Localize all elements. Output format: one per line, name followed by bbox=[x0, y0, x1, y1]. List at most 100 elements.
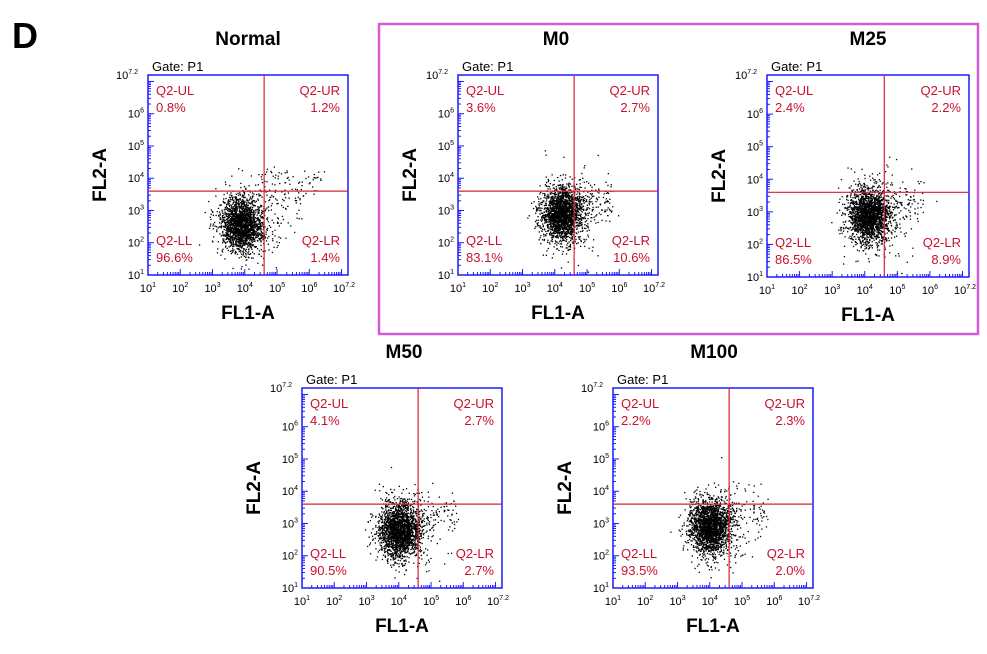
event-dot bbox=[575, 204, 577, 206]
event-dot bbox=[261, 178, 263, 181]
event-dot bbox=[559, 216, 561, 218]
event-dot bbox=[271, 219, 273, 221]
event-dot bbox=[604, 209, 606, 211]
event-dot bbox=[535, 210, 538, 212]
event-dot bbox=[294, 231, 296, 234]
quadrant-name-ur: Q2-UR bbox=[610, 83, 650, 98]
event-dot bbox=[288, 197, 290, 199]
event-dot bbox=[224, 213, 226, 216]
event-dot bbox=[549, 217, 551, 220]
event-dot bbox=[234, 234, 236, 237]
event-dot bbox=[581, 217, 583, 219]
event-dot bbox=[243, 225, 245, 227]
quadrant-value-lr: 1.4% bbox=[310, 250, 340, 265]
event-dot bbox=[561, 253, 563, 255]
event-dot bbox=[235, 219, 238, 222]
x-axis-title: FL1-A bbox=[221, 303, 275, 324]
event-dot bbox=[551, 219, 554, 221]
event-dot bbox=[227, 230, 229, 232]
event-dot bbox=[547, 207, 549, 209]
event-dot bbox=[568, 213, 571, 215]
event-dot bbox=[287, 176, 289, 179]
event-dot bbox=[242, 225, 244, 227]
event-dot bbox=[305, 192, 307, 195]
event-dot bbox=[557, 191, 559, 193]
event-dot bbox=[247, 224, 250, 226]
event-dot bbox=[545, 221, 547, 223]
event-dot bbox=[250, 257, 253, 259]
event-dot bbox=[558, 224, 561, 226]
event-dot bbox=[251, 241, 253, 243]
event-dot bbox=[539, 226, 541, 229]
event-dot bbox=[554, 219, 557, 221]
event-dot bbox=[559, 240, 561, 243]
event-dot bbox=[280, 237, 282, 239]
event-dot bbox=[587, 271, 590, 273]
event-dot bbox=[249, 230, 251, 233]
event-dot bbox=[564, 205, 567, 207]
event-dot bbox=[575, 211, 578, 213]
event-dot bbox=[551, 174, 553, 176]
event-dot bbox=[242, 217, 244, 219]
event-dot bbox=[238, 240, 240, 242]
event-dot bbox=[226, 218, 228, 220]
event-dot bbox=[552, 237, 554, 239]
event-dot bbox=[242, 244, 244, 246]
event-dot bbox=[598, 192, 600, 194]
event-dot bbox=[244, 242, 246, 245]
event-dot bbox=[906, 191, 908, 193]
event-dot bbox=[272, 240, 274, 242]
event-dot bbox=[270, 170, 272, 173]
event-dot bbox=[553, 227, 556, 229]
event-dot bbox=[557, 211, 560, 213]
event-dot bbox=[242, 210, 244, 212]
event-dot bbox=[563, 156, 565, 158]
event-dot bbox=[231, 215, 233, 217]
event-dot bbox=[227, 218, 229, 220]
event-dot bbox=[237, 229, 240, 231]
event-dot bbox=[607, 215, 609, 217]
event-dot bbox=[567, 224, 569, 226]
event-dot bbox=[232, 218, 234, 220]
event-dot bbox=[221, 216, 224, 218]
event-dot bbox=[248, 213, 250, 216]
event-dot bbox=[535, 212, 537, 214]
event-dot bbox=[591, 217, 593, 219]
event-dot bbox=[552, 210, 554, 212]
event-dot bbox=[569, 248, 571, 251]
event-dot bbox=[577, 198, 579, 200]
event-dot bbox=[558, 195, 560, 197]
event-dot bbox=[234, 211, 236, 213]
event-dot bbox=[555, 236, 557, 239]
event-dot bbox=[550, 225, 552, 227]
event-dot bbox=[217, 207, 220, 209]
event-dot bbox=[549, 216, 551, 219]
event-dot bbox=[245, 219, 248, 221]
event-dot bbox=[852, 207, 854, 209]
event-dot bbox=[568, 207, 571, 209]
event-dot bbox=[551, 225, 553, 227]
event-dot bbox=[565, 201, 567, 203]
event-dot bbox=[224, 202, 226, 204]
event-dot bbox=[233, 219, 235, 221]
event-dot bbox=[571, 185, 573, 187]
event-dot bbox=[569, 220, 571, 222]
event-dot bbox=[255, 200, 257, 202]
event-dot bbox=[569, 207, 571, 209]
event-dot bbox=[258, 209, 260, 211]
event-dot bbox=[231, 216, 233, 218]
event-dot bbox=[882, 198, 884, 200]
event-dot bbox=[565, 226, 567, 229]
event-dot bbox=[563, 192, 565, 195]
event-dot bbox=[574, 217, 577, 219]
event-dot bbox=[259, 229, 261, 231]
event-dot bbox=[264, 186, 266, 188]
event-dot bbox=[545, 235, 547, 237]
event-dot bbox=[237, 200, 240, 202]
event-dot bbox=[560, 232, 563, 234]
event-dot bbox=[595, 201, 597, 203]
event-dot bbox=[257, 229, 259, 232]
x-tick-label: 101 bbox=[140, 282, 156, 295]
event-dot bbox=[235, 203, 237, 205]
